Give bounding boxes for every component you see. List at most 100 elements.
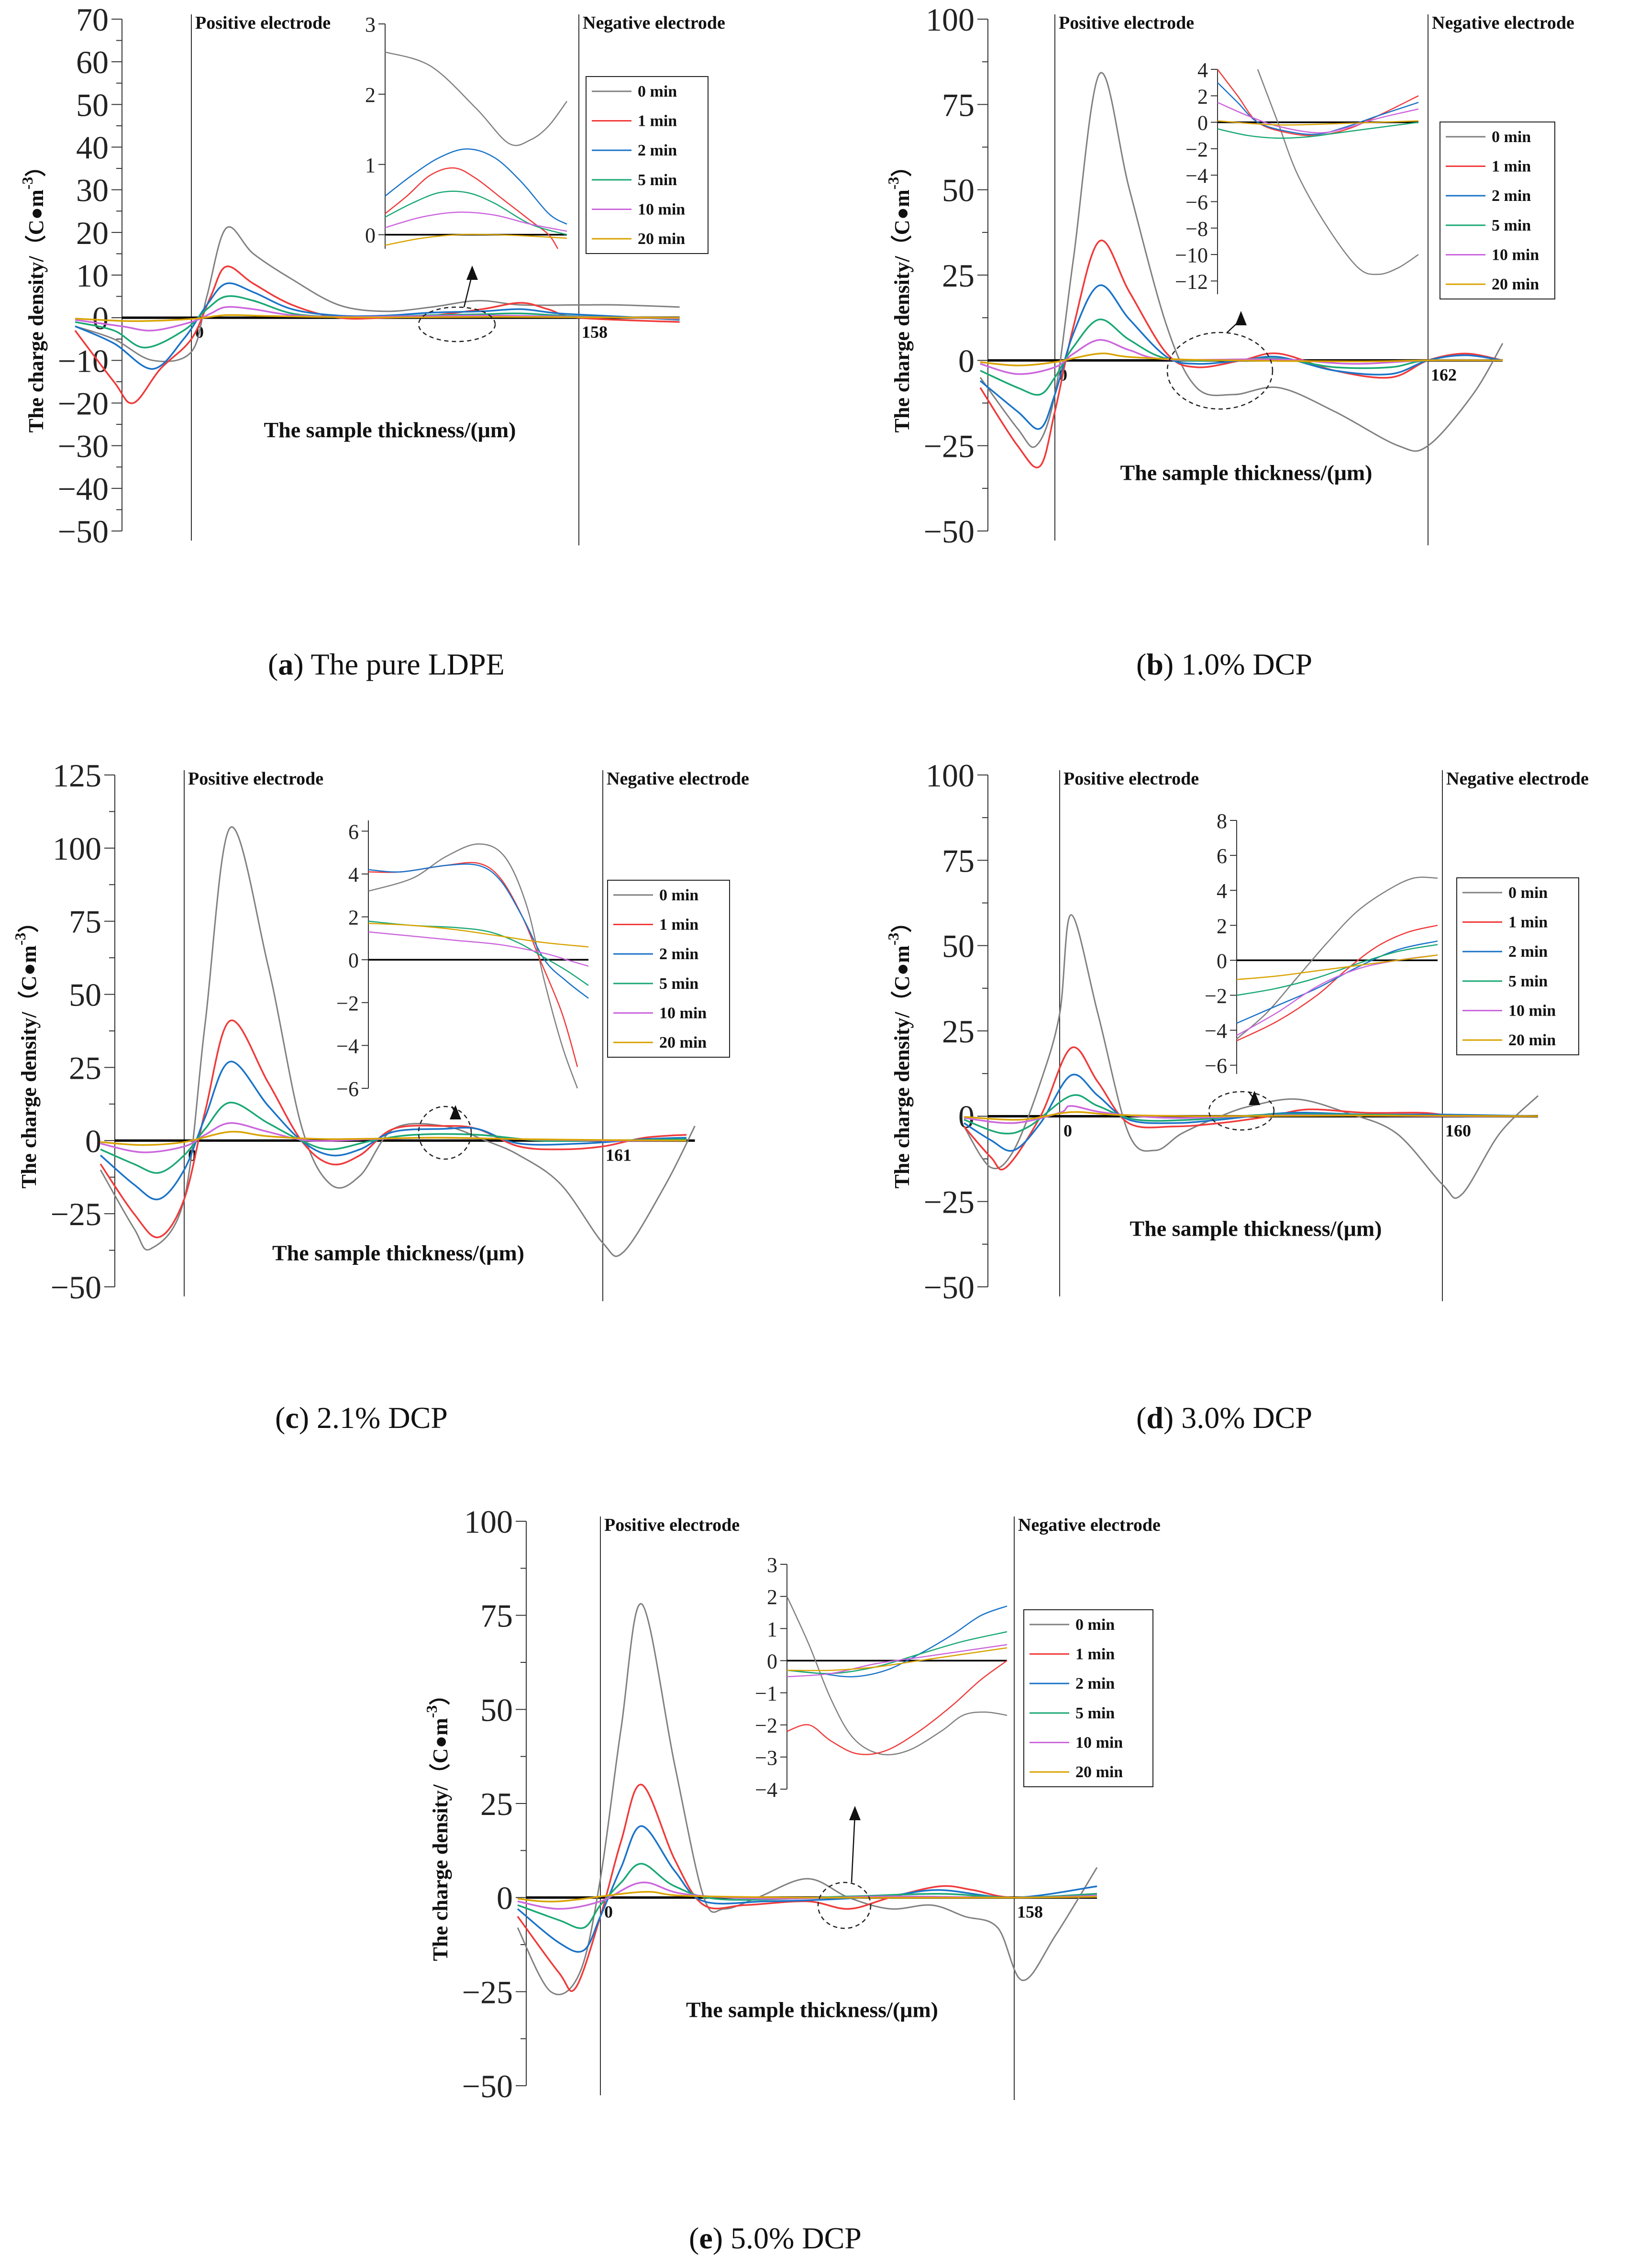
inset-y-tick-label-4: 2 [348, 906, 359, 929]
series-line-1-min [100, 1019, 687, 1239]
series-line-1-min [74, 266, 680, 404]
inset-y-tick-label-8: 4 [1197, 58, 1208, 82]
caption-text: 3.0% DCP [1181, 1401, 1312, 1435]
legend-label-2: 2 min [1508, 943, 1548, 961]
y-tick-label-5: 75 [480, 1598, 513, 1634]
positive-electrode-label: Positive electrode [1059, 13, 1194, 33]
y-tick-label-2: 0 [958, 343, 975, 379]
caption-paren-close: ) [1163, 1401, 1181, 1435]
zoom-ellipse [1208, 1091, 1275, 1131]
y-tick-label-10: 50 [76, 87, 109, 123]
y-tick-label-6: 100 [53, 830, 101, 867]
inset-y-tick-label-2: 2 [365, 83, 376, 107]
inset-y-tick-label-1: −3 [755, 1746, 777, 1770]
zoom-arrow-head [1235, 311, 1247, 325]
y-axis-label: The charge density/（C●m-3） [19, 156, 48, 433]
inset-series-line-20-min [1217, 120, 1419, 126]
caption-text: 1.0% DCP [1181, 647, 1312, 681]
x-axis-label: The sample thickness/(μm) [272, 1240, 524, 1265]
y-tick-label-2: 0 [497, 1880, 513, 1916]
inset-y-tick-label-0: −6 [336, 1077, 359, 1101]
y-tick-label-5: 0 [92, 300, 109, 336]
y-tick-label-3: 25 [480, 1786, 513, 1822]
inset-y-tick-label-2: −2 [755, 1714, 777, 1737]
caption-paren-close: ) [299, 1401, 317, 1435]
legend-label-1: 1 min [659, 916, 698, 934]
y-axis-label-exponent: -3 [19, 177, 36, 190]
zero-thickness-label: 0 [604, 1903, 613, 1922]
y-tick-label-4: −10 [58, 343, 109, 379]
y-tick-label-6: 10 [76, 257, 109, 294]
legend-label-2: 2 min [1492, 187, 1531, 205]
legend-label-3: 5 min [1508, 973, 1548, 990]
y-tick-label-3: 25 [942, 1013, 975, 1050]
legend-label-2: 2 min [1075, 1675, 1115, 1693]
inset-series-line-0-min [786, 1596, 1008, 1756]
negative-electrode-label: Negative electrode [1432, 13, 1574, 33]
zoom-arrow-line [851, 1814, 856, 1883]
inset-y-tick-label-5: 4 [348, 863, 359, 886]
legend-label-1: 1 min [1508, 914, 1548, 931]
legend-label-1: 1 min [638, 112, 677, 130]
legend-box [586, 76, 709, 254]
inset-y-tick-label-6: 0 [1197, 111, 1208, 135]
negative-electrode-label: Negative electrode [607, 769, 749, 789]
inset-y-tick-label-0: 0 [365, 224, 376, 247]
legend-box [607, 880, 730, 1058]
inset-series-line-5-min [1217, 122, 1419, 139]
y-tick-label-12: 70 [76, 1, 109, 38]
inset-y-tick-label-0: −12 [1175, 270, 1208, 293]
inset-series-line-20-min [385, 233, 567, 246]
negative-electrode-label: Negative electrode [583, 13, 725, 33]
y-tick-label-6: 100 [464, 1504, 513, 1540]
y-tick-label-7: 125 [53, 757, 101, 794]
y-axis-label: The charge density/（C●m-3） [885, 912, 914, 1189]
legend-label-2: 2 min [638, 142, 677, 159]
inset-y-tick-label-5: 1 [767, 1617, 777, 1641]
y-tick-label-3: 25 [942, 257, 975, 294]
legend-label-3: 5 min [659, 975, 698, 993]
series-line-20-min [980, 353, 1503, 366]
inset-y-tick-label-3: −6 [1185, 190, 1208, 214]
series-line-2-min [100, 1061, 687, 1201]
inset-y-tick-label-2: −8 [1185, 217, 1208, 241]
negative-electrode-label: Negative electrode [1446, 769, 1589, 789]
inset-y-tick-label-1: −4 [336, 1034, 359, 1058]
inset-series-line-0-min [1257, 69, 1419, 275]
legend-label-1: 1 min [1492, 158, 1531, 176]
inset-y-tick-label-4: 0 [767, 1649, 777, 1673]
y-axis-label: The charge density/（C●m-3） [11, 912, 41, 1189]
panel-caption: (b) 1.0% DCP [1136, 647, 1312, 681]
legend-label-1: 1 min [1075, 1646, 1115, 1663]
inset-y-tick-label-5: −2 [1185, 138, 1208, 161]
series-line-20-min [75, 314, 680, 322]
inset-series-line-20-min [368, 922, 589, 948]
y-axis-label-text: The charge density/（C●m [17, 945, 41, 1188]
zoom-arrow-head [849, 1806, 861, 1820]
series-line-20-min [964, 1111, 1539, 1121]
series-line-1-min [963, 1046, 1539, 1171]
legend-label-5: 20 min [1075, 1763, 1123, 1781]
y-tick-label-6: 100 [926, 1, 975, 38]
y-axis-label-close: ） [890, 912, 914, 933]
y-tick-label-2: −30 [58, 428, 109, 465]
inset-y-tick-label-0: −4 [755, 1778, 777, 1802]
y-tick-label-4: 50 [942, 172, 975, 209]
legend-label-0: 0 min [659, 886, 698, 904]
inset-series-line-20-min [1236, 954, 1438, 980]
inset-series-line-10-min [786, 1644, 1008, 1678]
inset-series-line-10-min [1217, 101, 1419, 133]
inset-series-line-0-min [1236, 876, 1438, 1040]
series-line-1-min [979, 239, 1503, 468]
y-axis-label-text: The charge density/（C●m [24, 189, 48, 432]
zoom-ellipse [817, 1881, 872, 1929]
legend-box [1440, 122, 1555, 299]
series-line-10-min [75, 306, 680, 332]
legend-box [1023, 1609, 1153, 1787]
inset-y-tick-label-7: 3 [767, 1553, 777, 1577]
caption-text: The pure LDPE [310, 647, 504, 681]
legend-label-5: 20 min [1508, 1031, 1556, 1049]
y-tick-label-0: −50 [51, 1269, 101, 1305]
inset-y-tick-label-7: 8 [1217, 809, 1227, 833]
x-axis-label: The sample thickness/(μm) [1120, 460, 1373, 485]
